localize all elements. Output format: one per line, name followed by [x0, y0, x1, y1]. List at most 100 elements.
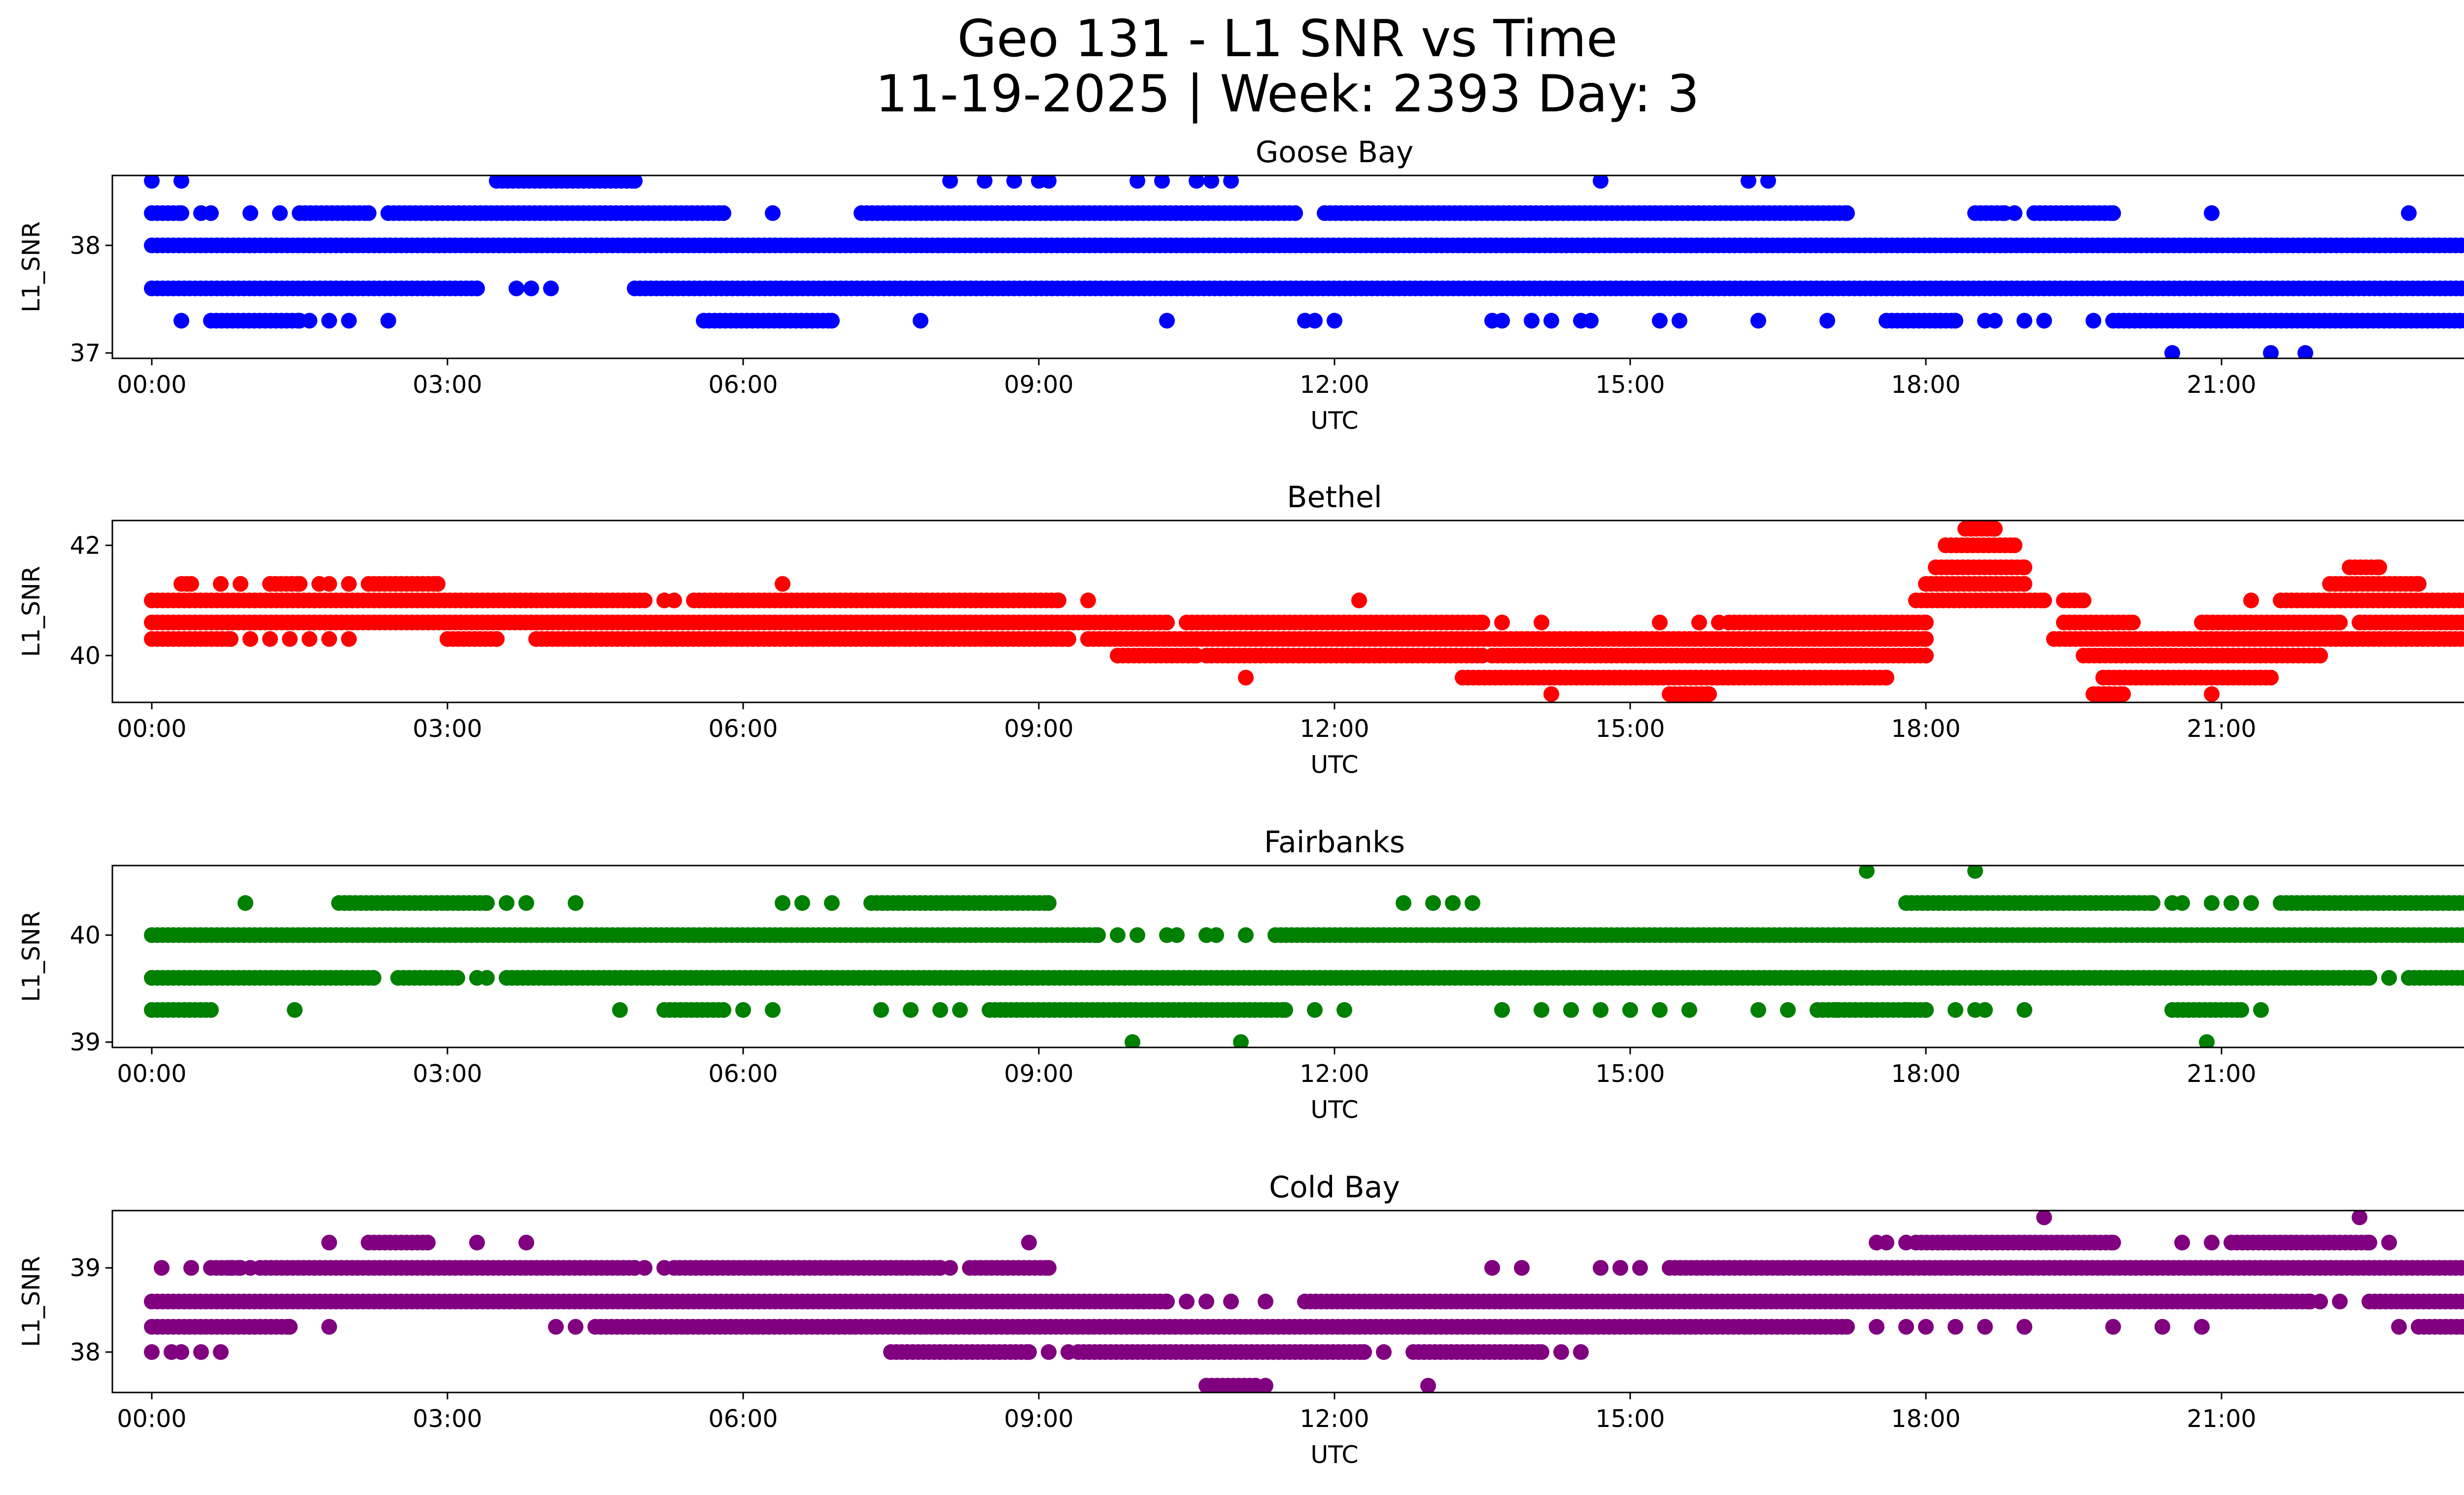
data-point: [144, 175, 160, 189]
x-axis-label: UTC: [1310, 751, 1358, 779]
data-point: [1465, 895, 1480, 911]
data-point: [361, 205, 376, 221]
data-point: [1080, 592, 1096, 609]
data-point: [1041, 1260, 1057, 1276]
data-point: [1203, 175, 1219, 189]
data-point: [2459, 281, 2464, 296]
data-point: [287, 1002, 303, 1018]
data-point: [193, 1344, 209, 1360]
data-point: [2204, 205, 2220, 221]
data-point: [932, 1002, 948, 1018]
x-tick-label: 06:00: [708, 371, 778, 399]
x-tick-label: 21:00: [2187, 1060, 2256, 1088]
data-point: [213, 576, 229, 592]
data-point: [173, 175, 189, 189]
data-point: [203, 205, 219, 221]
data-point: [2105, 1319, 2121, 1335]
x-tick-label: 12:00: [1300, 371, 1369, 399]
data-point: [1154, 175, 1170, 189]
data-point: [430, 576, 445, 592]
y-axis-label: L1_SNR: [17, 221, 45, 313]
data-point: [2332, 614, 2348, 630]
data-point: [242, 205, 258, 221]
data-point: [1839, 1319, 1855, 1335]
data-point: [1307, 313, 1323, 329]
data-point: [272, 205, 288, 221]
data-point: [1879, 669, 1894, 686]
data-point: [1110, 927, 1126, 943]
data-point: [765, 1002, 781, 1018]
data-points: [144, 1211, 2464, 1392]
data-point: [1159, 1293, 1175, 1310]
data-point: [548, 1319, 564, 1335]
data-point: [1553, 1344, 1569, 1360]
data-point: [1583, 313, 1599, 329]
data-point: [1129, 927, 1145, 943]
data-point: [1238, 669, 1254, 686]
y-tick-label: 39: [70, 1028, 101, 1056]
data-point: [2391, 1319, 2407, 1335]
data-point: [568, 1319, 583, 1335]
data-point: [2233, 1002, 2249, 1018]
data-point: [2312, 1293, 2328, 1310]
y-tick-label: 38: [70, 232, 101, 260]
data-point: [499, 895, 514, 911]
data-point: [1898, 1319, 1914, 1335]
x-axis-label: UTC: [1310, 1096, 1358, 1124]
data-point: [794, 895, 810, 911]
data-point: [302, 313, 317, 329]
axes-frame: [111, 174, 2464, 359]
data-point: [469, 280, 485, 297]
data-point: [489, 631, 505, 647]
x-tick-label: 06:00: [708, 715, 778, 743]
data-point: [942, 175, 958, 189]
data-point: [1869, 1319, 1884, 1335]
data-point: [2459, 238, 2464, 253]
data-point: [1918, 1319, 1934, 1335]
data-point: [1233, 1034, 1249, 1047]
data-point: [366, 970, 381, 986]
data-point: [2017, 313, 2032, 329]
data-point: [173, 313, 189, 329]
data-point: [716, 1002, 731, 1018]
data-point: [1159, 313, 1175, 329]
data-point: [1238, 927, 1254, 943]
data-point: [302, 631, 317, 647]
data-point: [2457, 895, 2464, 911]
data-point: [1223, 175, 1239, 189]
data-point: [2459, 1294, 2464, 1309]
data-point: [2263, 669, 2279, 686]
data-point: [903, 1002, 919, 1018]
data-point: [282, 1319, 298, 1335]
data-point: [341, 631, 357, 647]
data-point: [2458, 313, 2464, 329]
data-point: [1494, 614, 1510, 630]
x-tick-label: 09:00: [1004, 715, 1073, 743]
data-point: [1474, 614, 1490, 630]
panel-goose-bay: 00:00 03:00 06:00 09:00 12:00 15:00 18:00 21:00…: [17, 135, 2464, 435]
data-point: [1524, 313, 1540, 329]
data-point: [1741, 175, 1756, 189]
data-point: [952, 1002, 968, 1018]
data-point: [449, 970, 465, 986]
data-point: [321, 576, 337, 592]
data-point: [775, 576, 790, 592]
x-tick-label: 00:00: [117, 1060, 186, 1088]
data-point: [2204, 895, 2220, 911]
data-point: [1041, 175, 1057, 189]
data-point: [2224, 895, 2239, 911]
data-point: [183, 576, 199, 592]
data-point: [2312, 648, 2328, 663]
data-point: [2460, 616, 2464, 629]
data-point: [2105, 205, 2121, 221]
data-point: [543, 280, 559, 297]
x-tick-label: 00:00: [117, 715, 186, 743]
data-point: [1948, 1319, 1963, 1335]
data-point: [1948, 313, 1963, 329]
data-point: [1006, 175, 1022, 189]
data-point: [1198, 1293, 1214, 1310]
data-point: [2411, 576, 2427, 592]
data-point: [1169, 927, 1185, 943]
data-point: [341, 313, 357, 329]
